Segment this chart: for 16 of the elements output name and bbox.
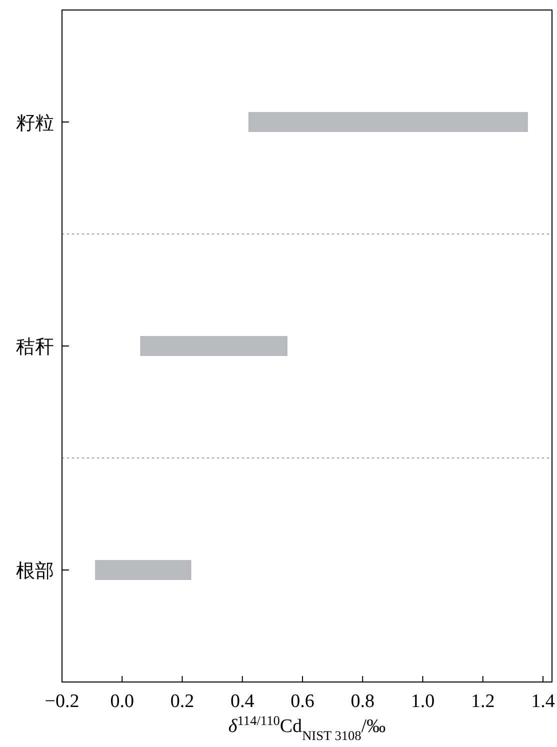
y-tick-label: 籽粒 — [16, 113, 54, 134]
text: 0.0 — [110, 691, 134, 712]
y-tick-label: 根部 — [16, 560, 54, 582]
text: 1.0 — [410, 691, 435, 712]
bar — [140, 336, 288, 356]
x-tick-label: −0.2 — [44, 691, 80, 712]
x-tick-label: 0.8 — [350, 691, 374, 712]
x-tick-label: 0.4 — [230, 691, 255, 712]
bar — [95, 560, 192, 580]
x-tick-label: 1.4 — [531, 691, 556, 712]
bar — [248, 112, 528, 132]
x-tick-label: 1.2 — [470, 691, 495, 712]
x-axis-title: δ$^{114/110}$Cd$_{NIST 3108}$/‰ — [228, 712, 386, 742]
x-tick-label: 0.6 — [290, 691, 314, 712]
x-tick-label: 0.2 — [170, 691, 194, 712]
y-tick-label: 秸秆 — [16, 337, 54, 358]
